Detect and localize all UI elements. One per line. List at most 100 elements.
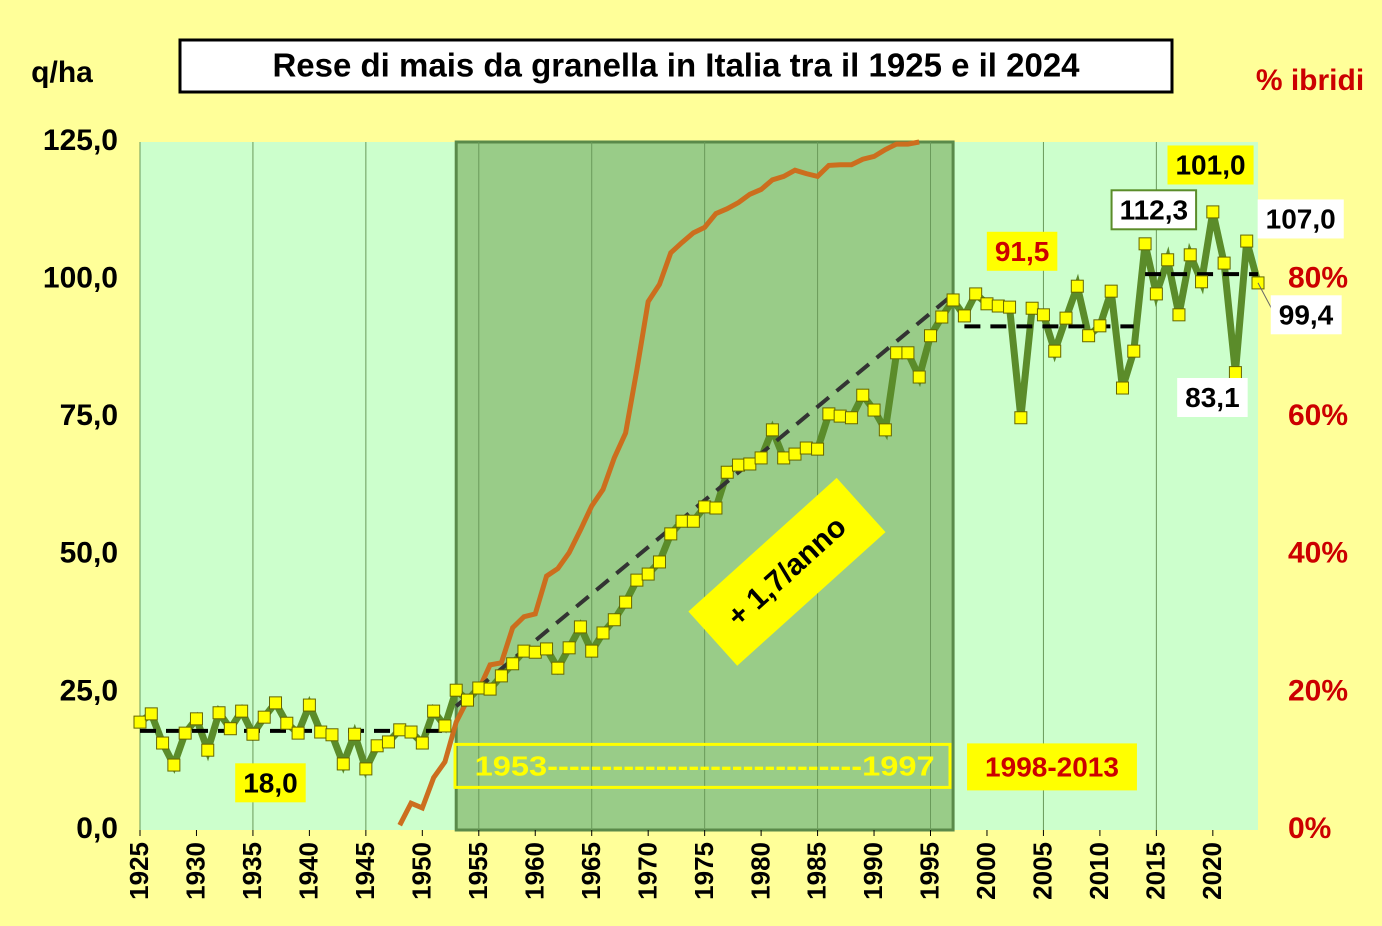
marker (1014, 411, 1028, 425)
marker (664, 527, 678, 541)
y2-tick-label: 20% (1288, 674, 1348, 707)
marker (890, 346, 904, 360)
marker (167, 758, 181, 772)
y-tick-label: 50,0 (60, 537, 118, 570)
x-tick-label: 1975 (689, 842, 719, 900)
x-tick-label: 1930 (181, 842, 211, 900)
marker (1149, 287, 1163, 301)
x-tick-label: 1935 (237, 842, 267, 900)
x-tick-label: 1980 (745, 842, 775, 900)
marker (867, 403, 881, 417)
marker (562, 641, 576, 655)
marker (494, 669, 508, 683)
trend-box (688, 477, 886, 666)
marker (969, 287, 983, 301)
marker (1183, 248, 1197, 262)
marker (1127, 344, 1141, 358)
marker (427, 704, 441, 718)
marker (246, 727, 260, 741)
marker (1195, 275, 1209, 289)
x-tick-label: 2000 (971, 842, 1001, 900)
marker (1059, 311, 1073, 325)
x-tick-label: 1995 (915, 842, 945, 900)
x-tick-label: 1925 (124, 842, 154, 900)
marker (675, 514, 689, 528)
marker (765, 423, 779, 437)
y-tick-label: 125,0 (43, 124, 118, 157)
marker (235, 704, 249, 718)
marker (833, 409, 847, 423)
marker (686, 514, 700, 528)
period-label: 1953-----------------------------1997 (475, 750, 935, 781)
reference-line (454, 292, 955, 708)
marker (336, 757, 350, 771)
x-tick-label: 1985 (802, 842, 832, 900)
period-box (967, 743, 1137, 791)
label-box (1177, 378, 1248, 418)
y-axis-title: q/ha (31, 56, 93, 89)
marker (257, 710, 271, 724)
x-tick-label: 2020 (1197, 842, 1227, 900)
marker (1093, 319, 1107, 333)
marker (404, 725, 418, 739)
y-tick-label: 100,0 (43, 262, 118, 295)
marker (1036, 308, 1050, 322)
marker (1115, 381, 1129, 395)
marker (957, 309, 971, 323)
hybrid-line (397, 139, 920, 827)
period-box (453, 742, 952, 789)
marker (1240, 234, 1254, 248)
chart-title: Rese di mais da granella in Italia tra i… (272, 47, 1080, 84)
marker (1138, 237, 1152, 251)
x-tick-label: 1960 (519, 842, 549, 900)
marker (189, 712, 203, 726)
marker (438, 719, 452, 733)
marker (1025, 301, 1039, 315)
label-box (1110, 189, 1198, 231)
marker (212, 706, 226, 720)
marker (1217, 256, 1231, 270)
x-tick-label: 1970 (632, 842, 662, 900)
marker (302, 698, 316, 712)
label-box (1270, 295, 1342, 335)
x-tick-label: 2010 (1084, 842, 1114, 900)
marker (1104, 284, 1118, 298)
data-label: 99,4 (1279, 299, 1334, 330)
marker (619, 595, 633, 609)
marker (359, 762, 373, 776)
marker (946, 293, 960, 307)
y2-tick-label: 40% (1288, 537, 1348, 570)
marker (811, 442, 825, 456)
data-label: 112,3 (1120, 194, 1189, 225)
marker (732, 458, 746, 472)
y-tick-label: 75,0 (60, 399, 118, 432)
mean-label: 101,0 (1175, 149, 1245, 180)
marker (799, 441, 813, 455)
marker (472, 681, 486, 695)
marker (1206, 205, 1220, 219)
label-box (1257, 199, 1344, 239)
marker (1048, 344, 1062, 358)
marker (133, 715, 147, 729)
marker (596, 626, 610, 640)
x-tick-label: 1990 (858, 842, 888, 900)
marker (709, 501, 723, 515)
marker (743, 457, 757, 471)
marker (878, 423, 892, 437)
x-tick-label: 1965 (576, 842, 606, 900)
y2-tick-label: 60% (1288, 399, 1348, 432)
marker (269, 696, 283, 710)
marker (280, 716, 294, 730)
mean-label: 91,5 (995, 236, 1050, 267)
marker (1228, 366, 1242, 380)
marker (630, 573, 644, 587)
title-box (178, 38, 1174, 94)
marker (912, 370, 926, 384)
marker (720, 465, 734, 479)
marker (788, 447, 802, 461)
marker (698, 500, 712, 514)
marker (980, 297, 994, 311)
marker (178, 726, 192, 740)
marker (585, 644, 599, 658)
